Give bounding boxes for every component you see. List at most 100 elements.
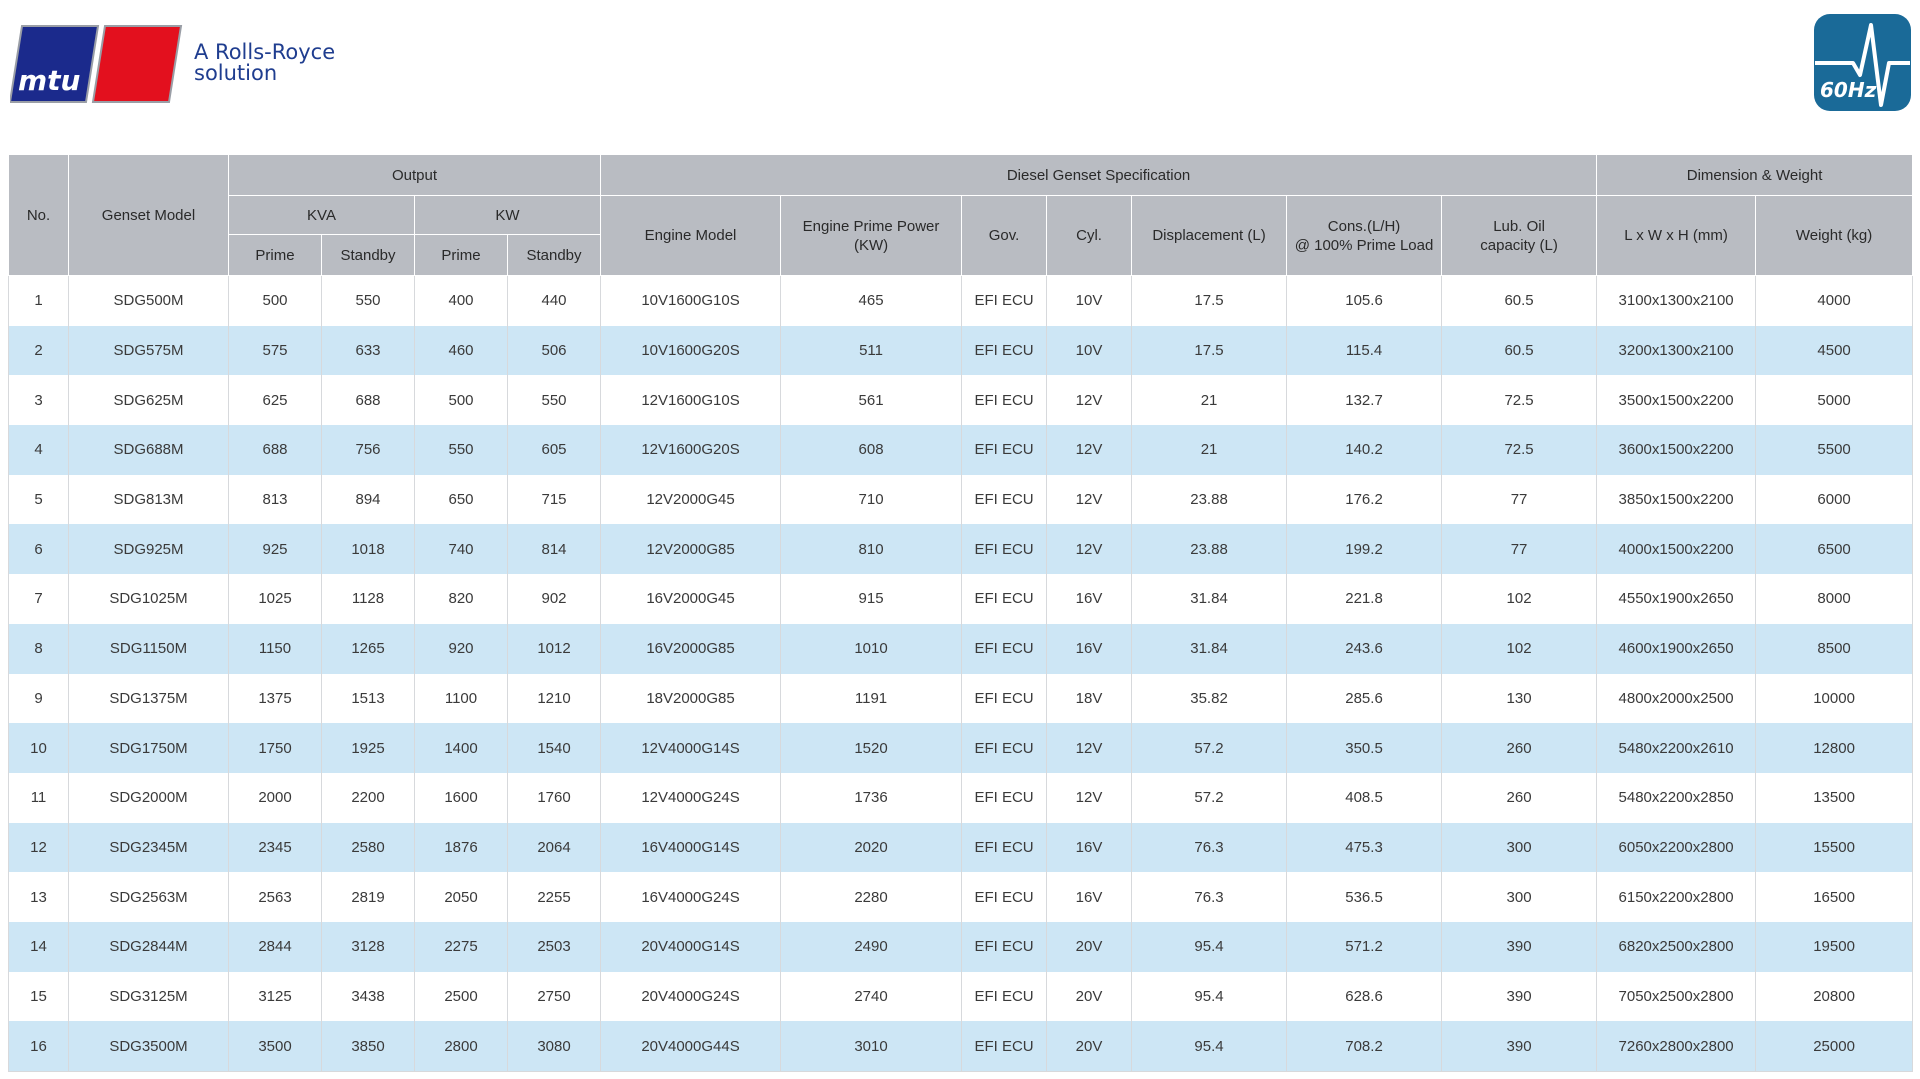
cell-genset-model: SDG925M <box>68 524 229 575</box>
tagline-line-1: A Rolls-Royce <box>194 40 336 64</box>
cell-engine-prime-power: 2280 <box>780 872 963 922</box>
cell-dimensions: 7260x2800x2800 <box>1596 1021 1757 1073</box>
cell-cyl: 20V <box>1046 1021 1133 1073</box>
table-row: 10 SDG1750M 1750 1925 1400 1540 12V4000G14S 152… <box>8 723 1914 773</box>
header-dimension-weight: Dimension & Weight <box>1596 154 1914 196</box>
header-lub-oil-line-2: capacity (L) <box>1480 236 1558 254</box>
cell-dimensions: 6150x2200x2800 <box>1596 872 1757 922</box>
cell-gov: EFI ECU <box>961 772 1048 823</box>
cell-kva-standby: 1128 <box>321 574 415 624</box>
cell-cyl: 16V <box>1046 822 1133 873</box>
cell-kva-standby: 1925 <box>321 723 415 773</box>
cell-displacement: 21 <box>1131 425 1288 475</box>
cell-consumption: 536.5 <box>1286 872 1443 922</box>
cell-kva-prime: 500 <box>228 275 322 326</box>
cell-no: 16 <box>8 1021 69 1073</box>
cell-lub-oil: 390 <box>1441 971 1598 1022</box>
cell-kva-standby: 3438 <box>321 971 415 1022</box>
cell-dimensions: 6050x2200x2800 <box>1596 822 1757 873</box>
cell-kva-prime: 2844 <box>228 921 322 972</box>
cell-gov: EFI ECU <box>961 474 1048 525</box>
cell-weight: 13500 <box>1755 772 1914 823</box>
cell-genset-model: SDG2345M <box>68 822 229 873</box>
cell-gov: EFI ECU <box>961 275 1048 326</box>
cell-kw-prime: 550 <box>414 425 508 475</box>
cell-displacement: 95.4 <box>1131 971 1288 1022</box>
cell-engine-prime-power: 2740 <box>780 971 963 1022</box>
table-row: 1 SDG500M 500 550 400 440 10V1600G10S 465 EFI EC… <box>8 275 1914 326</box>
cell-dimensions: 4600x1900x2650 <box>1596 623 1757 674</box>
cell-kw-prime: 500 <box>414 375 508 426</box>
cell-weight: 4000 <box>1755 275 1914 326</box>
cell-kva-prime: 1375 <box>228 673 322 724</box>
cell-lub-oil: 102 <box>1441 574 1598 624</box>
cell-kw-prime: 740 <box>414 524 508 575</box>
cell-gov: EFI ECU <box>961 325 1048 376</box>
cell-kw-prime: 460 <box>414 325 508 376</box>
cell-consumption: 571.2 <box>1286 921 1443 972</box>
cell-dimensions: 5480x2200x2850 <box>1596 772 1757 823</box>
cell-gov: EFI ECU <box>961 574 1048 624</box>
table-row: 9 SDG1375M 1375 1513 1100 1210 18V2000G85 1191 E… <box>8 673 1914 724</box>
cell-kva-prime: 813 <box>228 474 322 525</box>
cell-displacement: 17.5 <box>1131 275 1288 326</box>
cell-dimensions: 3600x1500x2200 <box>1596 425 1757 475</box>
cell-displacement: 57.2 <box>1131 772 1288 823</box>
mtu-logo: mtu A Rolls-Royce solution <box>8 24 350 104</box>
cell-genset-model: SDG500M <box>68 275 229 326</box>
cell-cyl: 10V <box>1046 325 1133 376</box>
cell-weight: 6000 <box>1755 474 1914 525</box>
header-displacement: Displacement (L) <box>1131 195 1288 276</box>
cell-cyl: 16V <box>1046 623 1133 674</box>
cell-displacement: 95.4 <box>1131 1021 1288 1073</box>
cell-weight: 6500 <box>1755 524 1914 575</box>
cell-no: 11 <box>8 772 69 823</box>
header-kva: KVA <box>228 195 415 235</box>
cell-kw-standby: 1012 <box>507 623 602 674</box>
genset-spec-table: No. Genset Model Output Diesel Genset Sp… <box>8 154 1914 1073</box>
cell-consumption: 628.6 <box>1286 971 1443 1022</box>
cell-weight: 20800 <box>1755 971 1914 1022</box>
cell-engine-prime-power: 1191 <box>780 673 963 724</box>
cell-cyl: 10V <box>1046 275 1133 326</box>
cell-dimensions: 4000x1500x2200 <box>1596 524 1757 575</box>
cell-weight: 5500 <box>1755 425 1914 475</box>
cell-gov: EFI ECU <box>961 723 1048 773</box>
cell-lub-oil: 390 <box>1441 1021 1598 1073</box>
cell-cyl: 16V <box>1046 872 1133 922</box>
cell-kw-prime: 2800 <box>414 1021 508 1073</box>
mtu-logo-mark: mtu <box>8 25 183 103</box>
cell-kw-standby: 550 <box>507 375 602 426</box>
header-kw-standby: Standby <box>506 234 602 276</box>
cell-displacement: 17.5 <box>1131 325 1288 376</box>
table-row: 11 SDG2000M 2000 2200 1600 1760 12V4000G24S 173… <box>8 772 1914 823</box>
cell-engine-model: 12V2000G85 <box>600 524 782 575</box>
waveform-icon <box>1814 14 1911 111</box>
cell-engine-model: 16V4000G24S <box>600 872 782 922</box>
header-lub-oil: Lub. Oil capacity (L) <box>1441 195 1598 276</box>
cell-kw-standby: 1760 <box>507 772 602 823</box>
cell-genset-model: SDG3125M <box>68 971 229 1022</box>
cell-cyl: 20V <box>1046 921 1133 972</box>
cell-displacement: 23.88 <box>1131 524 1288 575</box>
cell-kw-prime: 820 <box>414 574 508 624</box>
cell-cyl: 12V <box>1046 723 1133 773</box>
table-row: 4 SDG688M 688 756 550 605 12V1600G20S 608 EFI EC… <box>8 425 1914 475</box>
cell-dimensions: 3850x1500x2200 <box>1596 474 1757 525</box>
frequency-label: 60Hz <box>1820 78 1877 102</box>
cell-weight: 10000 <box>1755 673 1914 724</box>
cell-engine-model: 12V2000G45 <box>600 474 782 525</box>
cell-kw-standby: 715 <box>507 474 602 525</box>
cell-cyl: 18V <box>1046 673 1133 724</box>
table-row: 3 SDG625M 625 688 500 550 12V1600G10S 561 EFI EC… <box>8 375 1914 426</box>
cell-weight: 5000 <box>1755 375 1914 426</box>
header-weight: Weight (kg) <box>1755 195 1914 276</box>
header-engine-model: Engine Model <box>600 195 782 276</box>
cell-displacement: 21 <box>1131 375 1288 426</box>
cell-kw-standby: 506 <box>507 325 602 376</box>
cell-dimensions: 3500x1500x2200 <box>1596 375 1757 426</box>
cell-engine-prime-power: 1520 <box>780 723 963 773</box>
cell-kva-standby: 3128 <box>321 921 415 972</box>
cell-consumption: 708.2 <box>1286 1021 1443 1073</box>
cell-kw-standby: 814 <box>507 524 602 575</box>
